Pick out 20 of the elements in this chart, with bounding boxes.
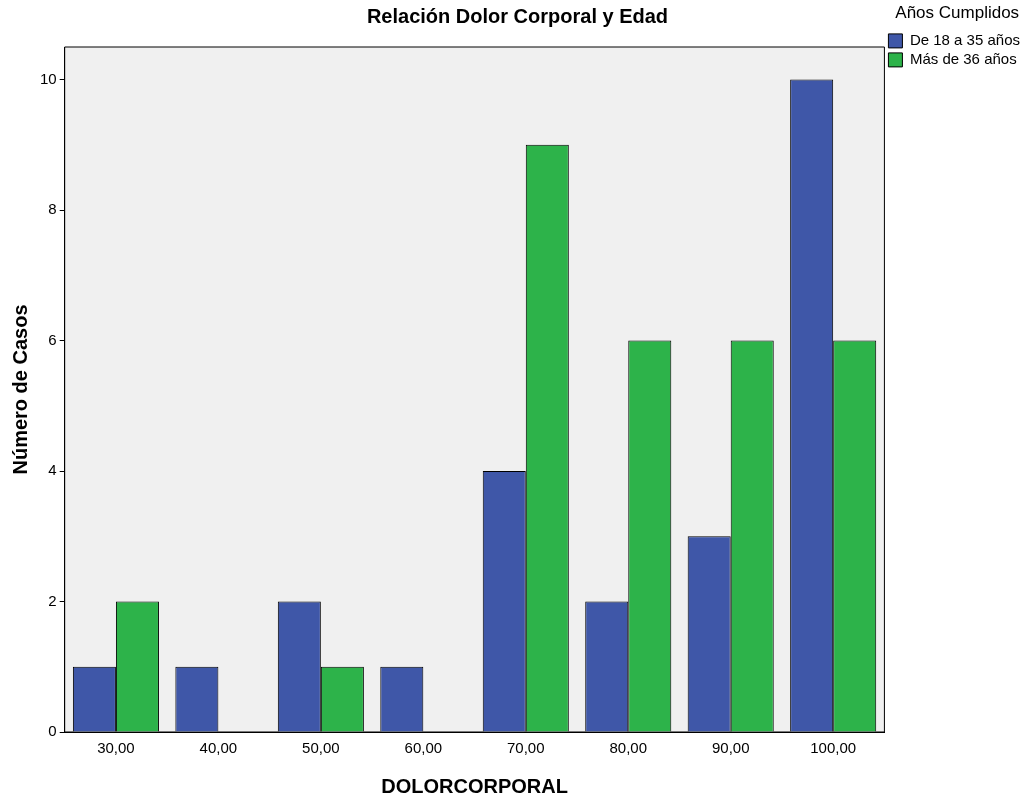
x-tick-label: 80,00 <box>609 739 648 757</box>
x-axis-title: DOLORCORPORAL <box>381 774 568 797</box>
y-tick-label: 10 <box>40 69 57 87</box>
legend-label: De 18 a 35 años <box>909 31 1021 49</box>
y-tick-label: 4 <box>48 461 57 479</box>
x-tick-label: 30,00 <box>97 739 135 757</box>
x-tick-label: 50,00 <box>302 739 340 757</box>
x-tick-label: 100,00 <box>810 739 857 757</box>
x-tick-label: 70,00 <box>507 739 545 757</box>
y-axis-title: Número de Casos <box>8 304 31 475</box>
chart-title: Relación Dolor Corporal y Edad <box>366 4 669 27</box>
legend-label: Más de 36 años <box>909 50 1017 68</box>
legend-title: Años Cumplidos <box>895 3 1020 23</box>
x-tick-label: 40,00 <box>199 739 238 757</box>
x-tick-label: 90,00 <box>711 739 750 757</box>
y-tick-label: 0 <box>48 722 57 740</box>
x-tick-label: 60,00 <box>404 739 443 757</box>
y-tick-label: 8 <box>48 200 57 218</box>
y-tick-label: 2 <box>48 591 57 609</box>
y-tick-label: 6 <box>48 330 57 348</box>
